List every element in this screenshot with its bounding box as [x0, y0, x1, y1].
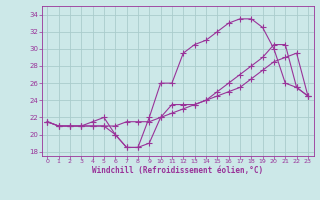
X-axis label: Windchill (Refroidissement éolien,°C): Windchill (Refroidissement éolien,°C): [92, 166, 263, 175]
